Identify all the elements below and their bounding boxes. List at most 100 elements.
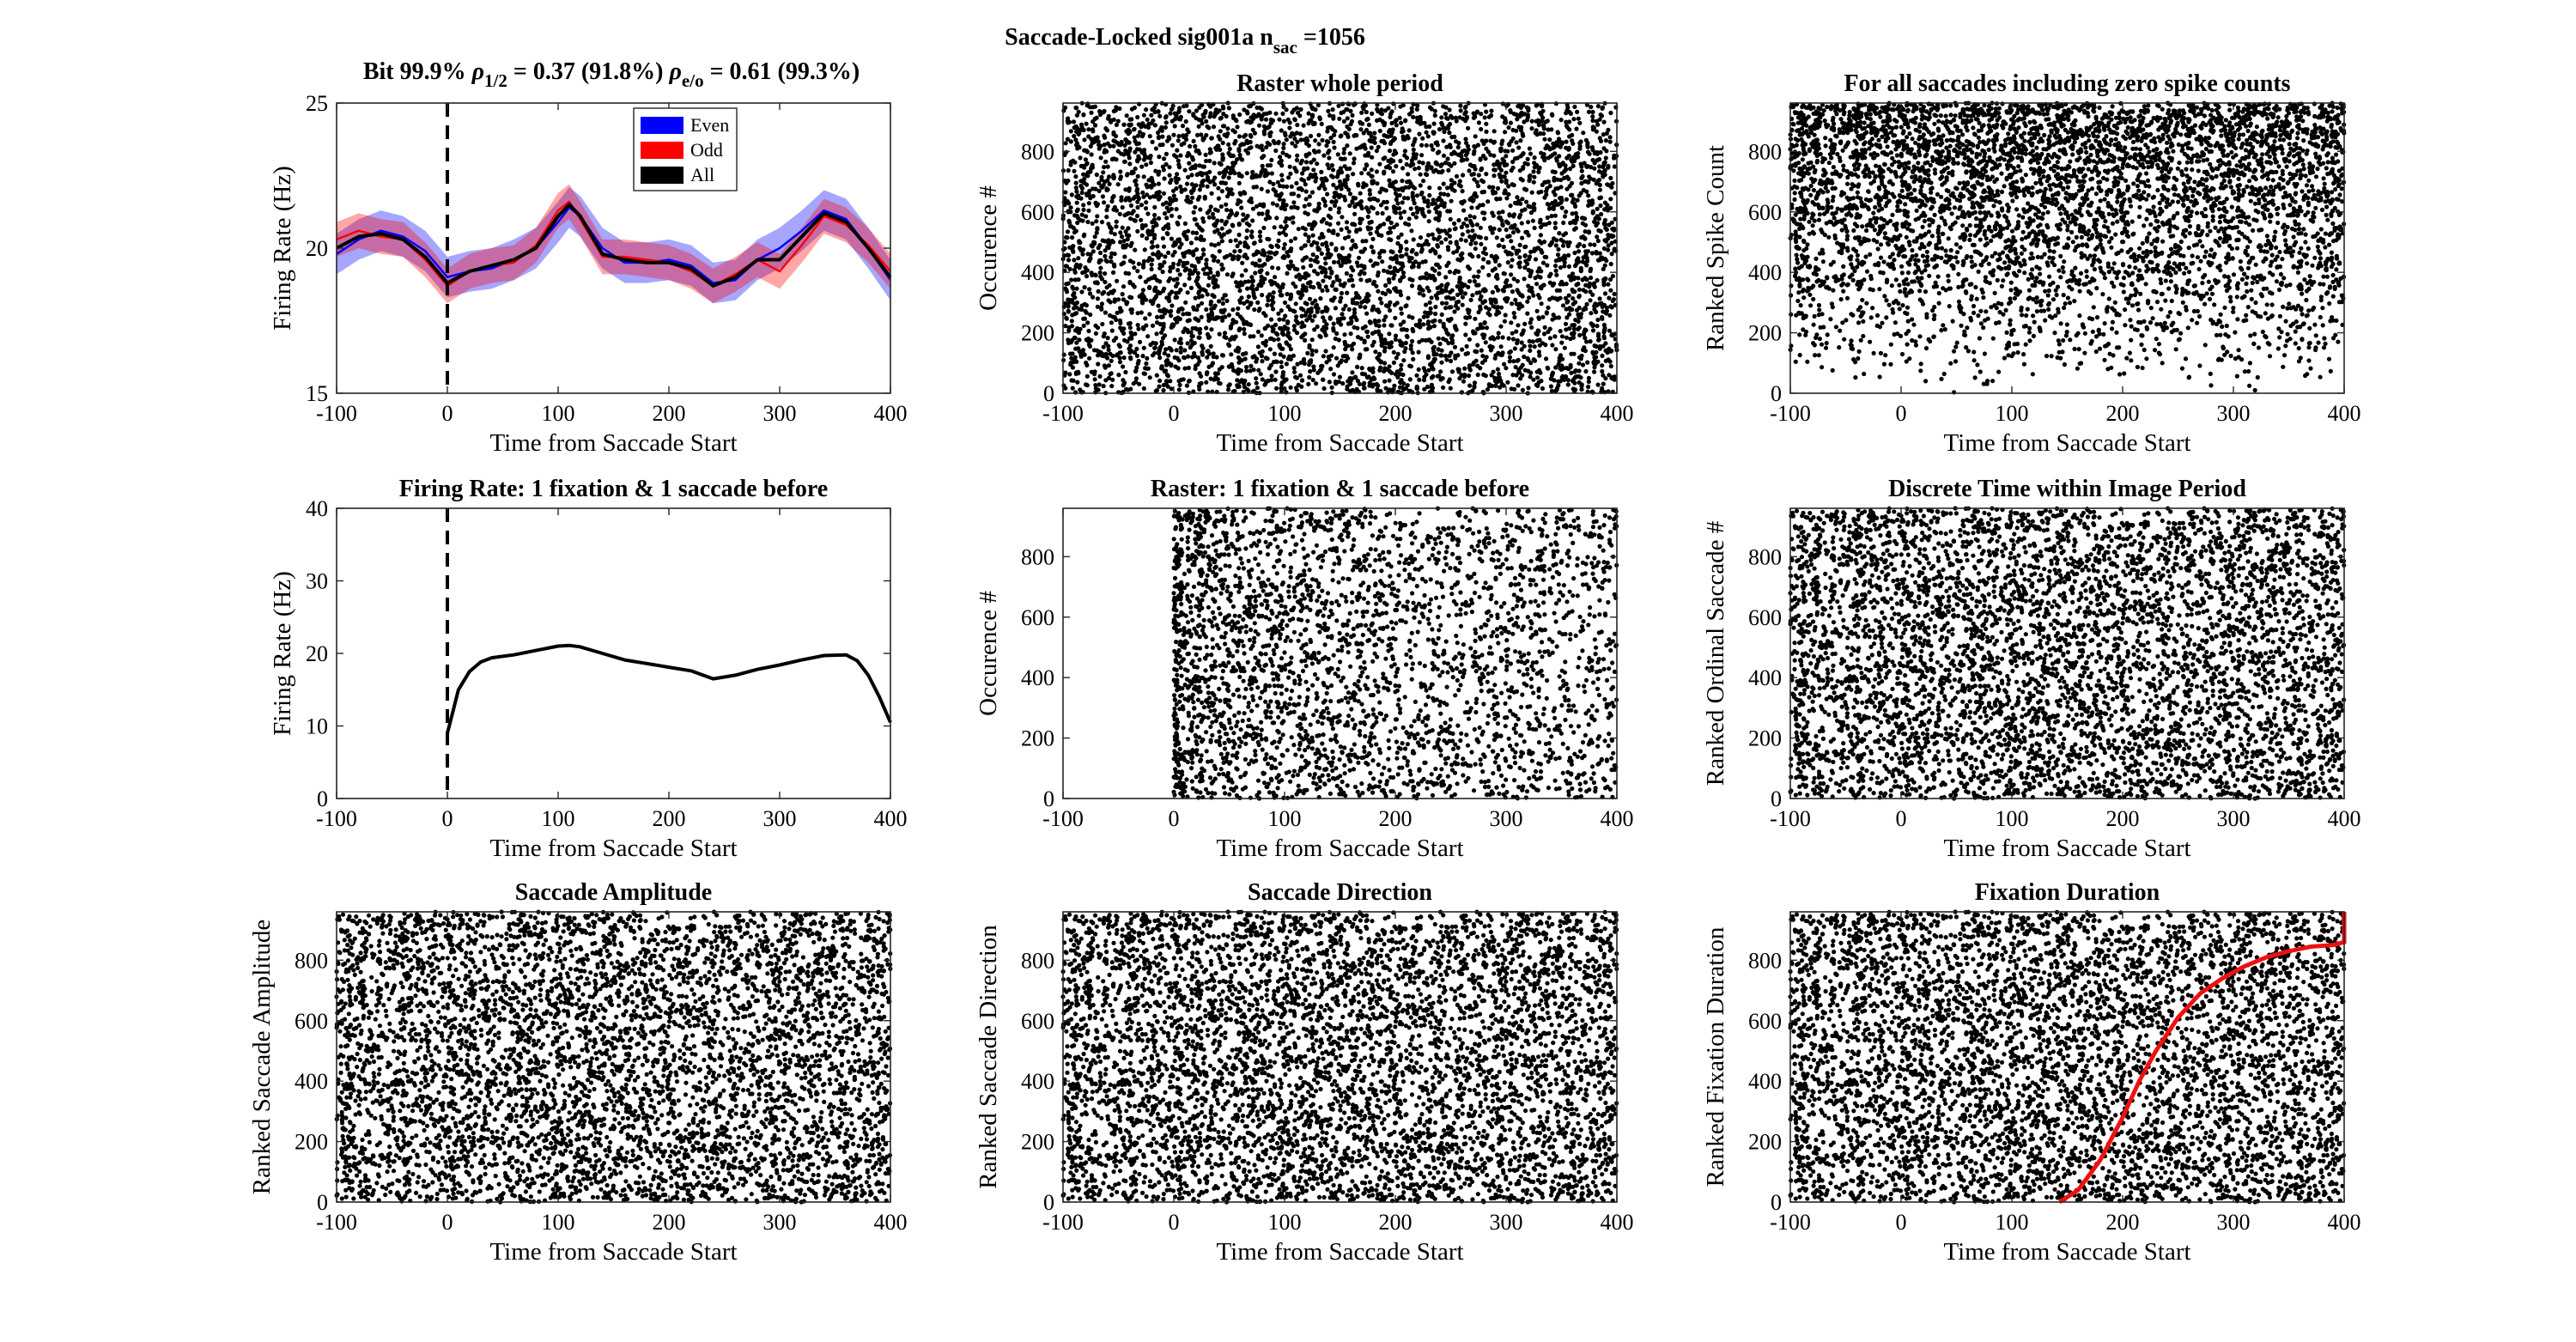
spike-marker <box>1612 228 1617 233</box>
spike-marker <box>1452 227 1457 232</box>
spike-marker <box>1562 260 1567 265</box>
spike-marker <box>1431 273 1436 279</box>
spike-marker <box>1074 214 1080 219</box>
spike-marker <box>1585 143 1590 148</box>
spike-marker <box>1503 296 1508 301</box>
spike-marker <box>1488 336 1493 341</box>
spike-marker <box>1550 343 1555 348</box>
spike-marker <box>1141 371 1146 376</box>
spike-marker <box>1143 366 1148 371</box>
spike-marker <box>1433 293 1438 298</box>
spike-marker <box>1573 210 1578 216</box>
spike-marker <box>1218 308 1224 313</box>
spike-marker <box>1212 229 1218 234</box>
spike-marker <box>1123 148 1128 153</box>
spike-marker <box>1472 279 1477 284</box>
spike-marker <box>1179 241 1184 246</box>
spike-marker <box>1475 274 1480 279</box>
spike-marker <box>1067 266 1072 272</box>
spike-marker <box>1394 355 1399 361</box>
spike-marker <box>1178 153 1183 158</box>
spike-marker <box>1307 374 1312 380</box>
spike-marker <box>1294 314 1299 319</box>
spike-marker <box>1210 253 1215 258</box>
spike-marker <box>1403 118 1408 123</box>
spike-marker <box>1532 161 1537 166</box>
spike-marker <box>1112 264 1117 269</box>
spike-marker <box>1131 381 1136 386</box>
spike-marker <box>1193 143 1198 149</box>
spike-marker <box>1153 146 1158 151</box>
spike-marker <box>1504 366 1509 371</box>
spike-marker <box>1228 170 1233 175</box>
spike-marker <box>1462 291 1467 296</box>
spike-marker <box>1409 106 1414 111</box>
spike-marker <box>1368 258 1373 264</box>
spike-marker <box>1101 344 1106 349</box>
spike-marker <box>1358 200 1363 205</box>
spike-marker <box>1500 156 1505 162</box>
spike-marker <box>1536 315 1541 320</box>
spike-marker <box>1449 336 1454 341</box>
spike-marker <box>1459 224 1464 230</box>
spike-marker <box>1460 232 1465 237</box>
spike-marker <box>1094 219 1099 224</box>
spike-marker <box>1549 127 1554 132</box>
spike-marker <box>1092 272 1098 277</box>
spike-marker <box>1074 194 1079 199</box>
spike-marker <box>1592 242 1597 247</box>
spike-marker <box>1468 221 1473 226</box>
spike-marker <box>1489 108 1494 113</box>
spike-marker <box>1461 173 1466 178</box>
spike-marker <box>1484 129 1489 134</box>
spike-marker <box>1134 213 1140 219</box>
spike-marker <box>1504 154 1509 159</box>
spike-marker <box>1239 273 1244 278</box>
spike-marker <box>1545 215 1550 221</box>
spike-marker <box>1483 305 1489 310</box>
spike-marker <box>1363 347 1368 352</box>
spike-marker <box>1431 346 1436 351</box>
spike-marker <box>1336 252 1341 258</box>
spike-marker <box>1099 220 1105 225</box>
spike-marker <box>1309 173 1315 178</box>
spike-marker <box>1204 118 1209 124</box>
spike-marker <box>1186 365 1191 371</box>
spike-marker <box>1504 228 1509 233</box>
spike-marker <box>1601 373 1606 378</box>
spike-marker <box>1071 286 1076 291</box>
x-tick-label: 200 <box>653 401 686 426</box>
spike-marker <box>1265 209 1270 214</box>
spike-marker <box>1371 139 1376 144</box>
spike-marker <box>1454 173 1460 179</box>
spike-marker <box>1522 253 1528 258</box>
spike-marker <box>1484 252 1489 257</box>
spike-marker <box>1182 221 1188 226</box>
spike-marker <box>1234 369 1239 374</box>
spike-marker <box>1303 337 1308 343</box>
spike-marker <box>1073 346 1078 351</box>
spike-marker <box>1588 268 1593 274</box>
spike-marker <box>1100 194 1105 199</box>
spike-marker <box>1547 280 1552 285</box>
spike-marker <box>1143 316 1148 321</box>
spike-marker <box>1069 319 1074 324</box>
spike-marker <box>1498 167 1504 173</box>
spike-marker <box>1589 105 1594 110</box>
spike-marker <box>1141 157 1146 162</box>
spike-marker <box>1392 149 1397 154</box>
spike-marker <box>1510 230 1516 235</box>
spike-marker <box>1212 377 1217 382</box>
spike-marker <box>1431 197 1436 203</box>
spike-marker <box>1176 358 1182 363</box>
spike-marker <box>1311 157 1316 162</box>
spike-marker <box>1086 328 1091 334</box>
spike-marker <box>1585 149 1591 155</box>
spike-marker <box>1189 182 1194 187</box>
spike-marker <box>1460 295 1465 300</box>
spike-marker <box>1571 141 1576 146</box>
spike-marker <box>1403 221 1408 226</box>
spike-marker <box>1114 219 1119 224</box>
spike-marker <box>1442 203 1447 209</box>
spike-marker <box>1462 372 1467 378</box>
